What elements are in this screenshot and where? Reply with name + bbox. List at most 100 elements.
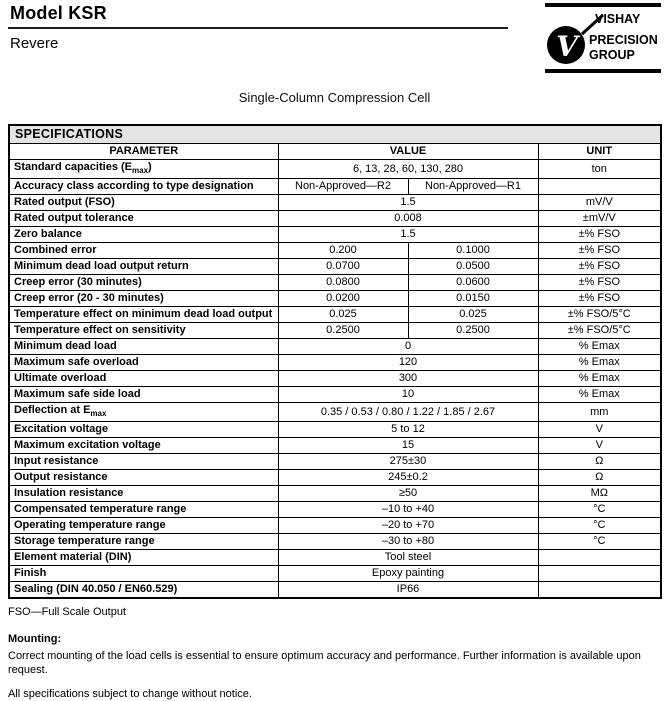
unit-cell: ±mV/V <box>537 210 662 228</box>
value-cell: 0.0500 <box>407 258 539 276</box>
value-cell: 0.1000 <box>407 242 539 260</box>
logo-bottom-bar <box>545 69 661 73</box>
table-row: Excitation voltage 5 to 12 V <box>8 421 662 439</box>
parameter-cell: Standard capacities (Emax) <box>8 158 279 180</box>
table-row: Operating temperature range –20 to +70 °C <box>8 517 662 535</box>
unit-cell: °C <box>537 517 662 535</box>
spec-table-body: SPECIFICATIONS PARAMETER VALUE UNIT Stan… <box>8 124 662 599</box>
value-cell: 120 <box>277 354 539 372</box>
logo-top-bar <box>545 3 661 7</box>
table-row: Input resistance 275±30 Ω <box>8 453 662 471</box>
value-cell: IP66 <box>277 581 539 599</box>
value-cell: 0.025 <box>277 306 409 324</box>
parameter-cell: Accuracy class according to type designa… <box>8 178 279 196</box>
table-row: Creep error (20 - 30 minutes) 0.0200 0.015… <box>8 290 662 308</box>
value-cell: 0.0600 <box>407 274 539 292</box>
table-row: Sealing (DIN 40.050 / EN60.529) IP66 <box>8 581 662 599</box>
table-row: Finish Epoxy painting <box>8 565 662 583</box>
unit-cell: ±% FSO <box>537 242 662 260</box>
value-cell: Non-Approved—R2 <box>277 178 409 196</box>
column-header-row: PARAMETER VALUE UNIT <box>8 143 662 160</box>
table-row: Accuracy class according to type designa… <box>8 178 662 196</box>
table-row: Output resistance 245±0.2 Ω <box>8 469 662 487</box>
parameter-cell: Output resistance <box>8 469 279 487</box>
value-cell: 0.0800 <box>277 274 409 292</box>
table-row: Minimum dead load output return 0.0700 0.0… <box>8 258 662 276</box>
value-cell: 0.2500 <box>407 322 539 340</box>
section-title: SPECIFICATIONS <box>8 124 662 144</box>
unit-cell: ±% FSO <box>537 290 662 308</box>
table-row: Zero balance 1.5 ±% FSO <box>8 226 662 244</box>
parameter-cell: Insulation resistance <box>8 485 279 503</box>
table-row: Ultimate overload 300% Emax <box>8 370 662 388</box>
table-row: Creep error (30 minutes) 0.0800 0.0600 ±% F… <box>8 274 662 292</box>
mounting-note: Correct mounting of the load cells is es… <box>8 650 641 677</box>
value-cell: –10 to +40 <box>277 501 539 519</box>
value-cell: Epoxy painting <box>277 565 539 583</box>
unit-cell: °C <box>537 533 662 551</box>
value-cell: Non-Approved—R1 <box>407 178 539 196</box>
value-cell: 0.200 <box>277 242 409 260</box>
value-cell: 0.0200 <box>277 290 409 308</box>
specifications-table: SPECIFICATIONS PARAMETER VALUE UNIT Stan… <box>8 124 663 600</box>
value-cell: ≥50 <box>277 485 539 503</box>
parameter-cell: Rated output (FSO) <box>8 194 279 212</box>
masthead: Model KSR Revere VISHAY V PRECISION GROU… <box>0 0 669 82</box>
value-cell: 5 to 12 <box>277 421 539 439</box>
parameter-cell: Deflection at Emax <box>8 402 279 423</box>
logo-line-precision: PRECISION <box>589 33 658 47</box>
parameter-cell: Combined error <box>8 242 279 260</box>
parameter-cell: Operating temperature range <box>8 517 279 535</box>
unit-cell: % Emax <box>537 354 662 372</box>
title-divider <box>8 27 508 29</box>
parameter-cell: Temperature effect on sensitivity <box>8 322 279 340</box>
unit-cell: mm <box>537 402 662 423</box>
parameter-cell: Maximum excitation voltage <box>8 437 279 455</box>
unit-cell: °C <box>537 501 662 519</box>
unit-cell <box>537 549 662 567</box>
logo-swoosh <box>580 13 605 36</box>
unit-cell: Ω <box>537 469 662 487</box>
parameter-cell: Sealing (DIN 40.050 / EN60.529) <box>8 581 279 599</box>
unit-cell: ±% FSO <box>537 226 662 244</box>
table-row: Rated output tolerance 0.008 ±mV/V <box>8 210 662 228</box>
value-cell: 0 <box>277 338 539 356</box>
value-cell: 0.35 / 0.53 / 0.80 / 1.22 / 1.85 / 2.67 <box>277 402 539 423</box>
unit-cell: % Emax <box>537 338 662 356</box>
parameter-cell: Zero balance <box>8 226 279 244</box>
table-row: Maximum excitation voltage 15 V <box>8 437 662 455</box>
value-cell: 245±0.2 <box>277 469 539 487</box>
disclaimer-note: All specifications subject to change wit… <box>8 688 252 701</box>
value-cell: 0.008 <box>277 210 539 228</box>
footnotes: FSO—Full Scale Output Mounting: Correct … <box>8 605 656 701</box>
unit-cell: V <box>537 437 662 455</box>
table-row: Maximum safe side load 10% Emax <box>8 386 662 404</box>
page-title: Model KSR <box>10 3 107 23</box>
logo-line-group: GROUP <box>589 48 635 62</box>
column-header-value: VALUE <box>277 143 539 160</box>
value-cell: Tool steel <box>277 549 539 567</box>
unit-cell: mV/V <box>537 194 662 212</box>
value-cell: 6, 13, 28, 60, 130, 280 <box>277 158 539 180</box>
parameter-cell: Maximum safe side load <box>8 386 279 404</box>
parameter-cell: Finish <box>8 565 279 583</box>
document-subtitle: Single-Column Compression Cell <box>238 90 431 105</box>
vishay-v-icon <box>547 26 585 64</box>
logo-line-vishay: VISHAY <box>595 12 641 26</box>
value-cell: 300 <box>277 370 539 388</box>
unit-cell: % Emax <box>537 386 662 404</box>
table-row: Temperature effect on minimum dead load … <box>8 306 662 324</box>
table-row: Combined error 0.200 0.1000 ±% FSO <box>8 242 662 260</box>
table-row: Compensated temperature range –10 to +40 °… <box>8 501 662 519</box>
value-cell: 0.2500 <box>277 322 409 340</box>
unit-cell: Ω <box>537 453 662 471</box>
mounting-heading: Mounting: <box>8 633 62 646</box>
parameter-cell: Ultimate overload <box>8 370 279 388</box>
value-cell: 0.0700 <box>277 258 409 276</box>
table-row: Deflection at Emax 0.35 / 0.53 / 0.80 / 1… <box>8 402 662 423</box>
parameter-cell: Minimum dead load <box>8 338 279 356</box>
logo-v-glyph: V <box>556 30 581 63</box>
value-cell: 1.5 <box>277 226 539 244</box>
table-row: Storage temperature range –30 to +80 °C <box>8 533 662 551</box>
parameter-cell: Input resistance <box>8 453 279 471</box>
